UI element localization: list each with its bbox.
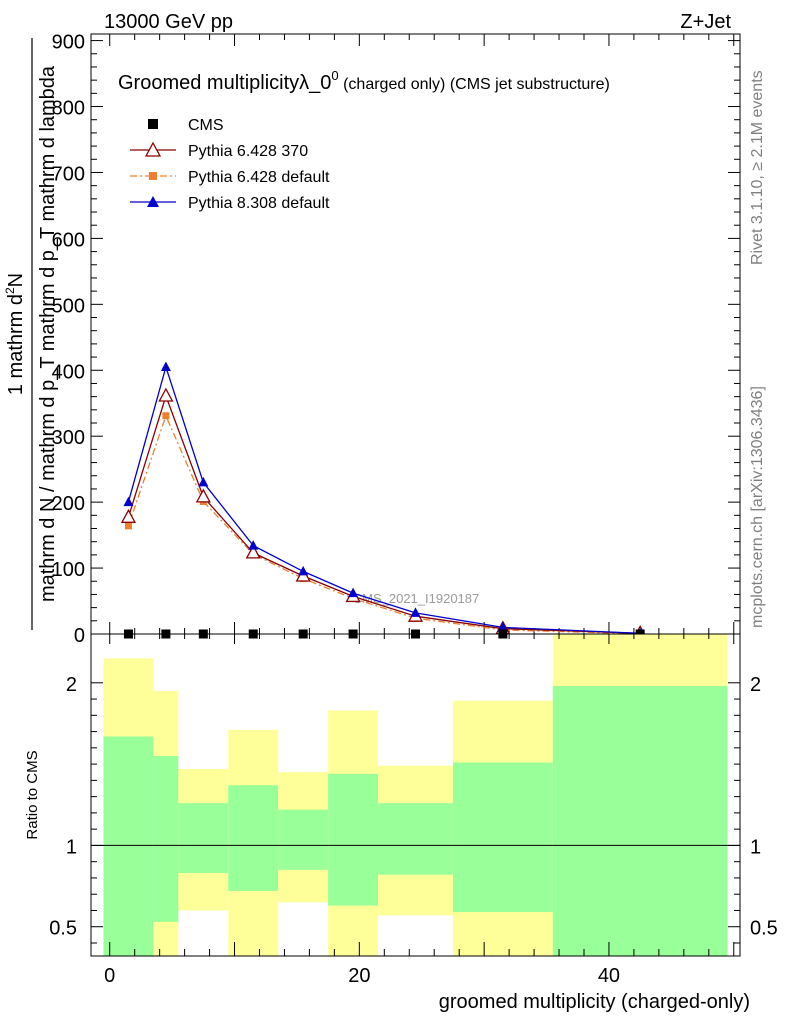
ylabel-numerator-end: N bbox=[5, 273, 27, 287]
ratio-band-inner bbox=[178, 803, 229, 874]
ratio-band-inner bbox=[153, 755, 179, 922]
ratio-xtick-label: 20 bbox=[348, 965, 370, 987]
ratio-band-inner bbox=[103, 736, 154, 956]
data-point-py6-370 bbox=[158, 387, 174, 402]
legend-label-py8-default: Pythia 8.308 default bbox=[188, 195, 330, 212]
ratio-ytick-label: 1 bbox=[66, 836, 77, 858]
data-point-py6-370 bbox=[245, 544, 261, 559]
legend-label-cms: CMS bbox=[188, 117, 224, 134]
legend-marker-py6-default bbox=[149, 172, 157, 180]
main-ytick-label: 700 bbox=[52, 163, 85, 185]
ratio-band-inner bbox=[228, 785, 279, 891]
data-point-py8-default bbox=[160, 361, 171, 371]
header-right: Z+Jet bbox=[680, 11, 731, 33]
main-ytick-label: 100 bbox=[52, 559, 85, 581]
watermark: CMS_2021_I1920187 bbox=[353, 591, 480, 606]
data-point-py8-default bbox=[123, 496, 134, 507]
legend-marker-py8-default bbox=[147, 196, 159, 207]
ratio-ylabel: Ratio to CMS bbox=[24, 750, 41, 839]
data-point-py8-default bbox=[198, 476, 209, 487]
legend: CMS Pythia 6.428 370 Pythia 6.428 defaul… bbox=[130, 117, 330, 212]
legend-marker-py6-370 bbox=[144, 141, 162, 157]
chart-title: Groomed multiplicityλ_00 (charged only) … bbox=[118, 68, 610, 94]
main-ytick-label: 600 bbox=[52, 229, 85, 251]
ratio-band-inner bbox=[552, 686, 728, 956]
ratio-band-inner bbox=[328, 773, 379, 906]
ylabel-numerator-sup: 2 bbox=[3, 287, 17, 294]
data-point-py8-default bbox=[497, 621, 508, 632]
data-point-py8-default bbox=[410, 607, 421, 617]
series-line-py6-default bbox=[127, 414, 641, 635]
ratio-panel: 0.5 0.51 12 20 20 40 Ratio to CMS groomed mul… bbox=[24, 633, 778, 1013]
ratio-xtick-label: 0 bbox=[104, 965, 115, 987]
ratio-ytick-label-right: 1 bbox=[750, 836, 761, 858]
ratio-xlabel: groomed multiplicity (charged-only) bbox=[439, 991, 750, 1013]
main-ytick-label: 500 bbox=[52, 295, 85, 317]
data-point-py6-370 bbox=[120, 508, 137, 523]
legend-label-py6-370: Pythia 6.428 370 bbox=[188, 143, 308, 160]
data-point-py6-default bbox=[162, 412, 170, 420]
ratio-axes: 0.5 0.51 12 20 20 40 bbox=[49, 634, 778, 987]
data-point-py8-default bbox=[298, 565, 309, 576]
ratio-ytick-label: 2 bbox=[66, 674, 77, 696]
main-ytick-label: 400 bbox=[52, 361, 85, 383]
main-ylabel: 1 mathrm d2N mathrm d N / mathrm d p_T m… bbox=[3, 38, 59, 630]
legend-label-py6-default: Pythia 6.428 default bbox=[188, 169, 330, 186]
main-ytick-label: 800 bbox=[52, 98, 85, 120]
chart-title-suffix: (charged only) (CMS jet substructure) bbox=[339, 76, 610, 93]
main-ytick-label: 200 bbox=[52, 493, 85, 515]
chart-title-sup: 0 bbox=[331, 68, 338, 83]
data-point-py8-default bbox=[248, 540, 259, 550]
ylabel-numerator-main: 1 mathrm d bbox=[5, 294, 27, 395]
ratio-xtick-label: 40 bbox=[598, 965, 620, 987]
data-point-py8-default bbox=[348, 587, 359, 598]
ratio-frame bbox=[90, 633, 741, 957]
legend-marker-cms bbox=[148, 119, 158, 129]
ratio-band-inner bbox=[452, 762, 553, 913]
ratio-ytick-label-right: 2 bbox=[750, 674, 761, 696]
main-ytick-label: 900 bbox=[52, 32, 85, 54]
ratio-ytick-label-right: 0.5 bbox=[750, 918, 778, 940]
ylabel-denominator: mathrm d N / mathrm d p_T mathrm d p_T m… bbox=[37, 65, 59, 602]
ratio-band-inner bbox=[278, 809, 329, 870]
mcplots-label: mcplots.cern.ch [arXiv:1306.3436] bbox=[749, 386, 766, 628]
ylabel-numerator: 1 mathrm d2N bbox=[3, 273, 27, 395]
chart-title-main: Groomed multiplicityλ_0 bbox=[118, 72, 331, 94]
main-panel: 0 100 200 300 400 500 600 700 800 900 CMS_2021_I1… bbox=[3, 32, 741, 647]
ratio-ytick-label: 0.5 bbox=[49, 918, 77, 940]
data-point-py6-370 bbox=[195, 488, 211, 503]
ratio-band-inner bbox=[378, 803, 453, 875]
data-point-py6-default bbox=[124, 522, 132, 530]
main-ytick-label: 300 bbox=[52, 427, 85, 449]
rivet-label: Rivet 3.1.10, ≥ 2.1M events bbox=[749, 70, 766, 265]
main-ytick-label: 0 bbox=[74, 625, 85, 647]
header-left: 13000 GeV pp bbox=[104, 11, 233, 33]
ratio-bands bbox=[103, 634, 728, 956]
